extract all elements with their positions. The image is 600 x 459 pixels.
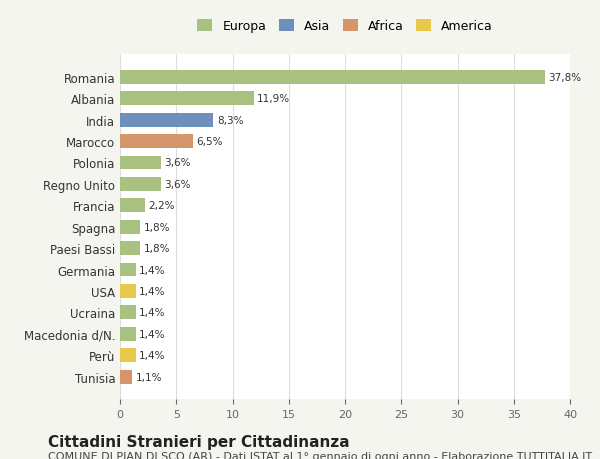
Text: 1,1%: 1,1% — [136, 372, 162, 382]
Text: COMUNE DI PIAN DI SCO (AR) - Dati ISTAT al 1° gennaio di ogni anno - Elaborazion: COMUNE DI PIAN DI SCO (AR) - Dati ISTAT … — [48, 451, 592, 459]
Bar — [120, 113, 214, 127]
Text: 37,8%: 37,8% — [548, 73, 582, 83]
Bar — [120, 156, 161, 170]
Text: Cittadini Stranieri per Cittadinanza: Cittadini Stranieri per Cittadinanza — [48, 434, 350, 449]
Bar — [120, 92, 254, 106]
Text: 3,6%: 3,6% — [164, 158, 190, 168]
Bar — [120, 241, 140, 256]
Legend: Europa, Asia, Africa, America: Europa, Asia, Africa, America — [194, 17, 496, 37]
Text: 2,2%: 2,2% — [148, 201, 175, 211]
Bar — [120, 71, 545, 84]
Bar — [120, 370, 133, 384]
Bar — [120, 178, 161, 191]
Text: 8,3%: 8,3% — [217, 115, 243, 125]
Text: 1,4%: 1,4% — [139, 265, 166, 275]
Text: 1,4%: 1,4% — [139, 329, 166, 339]
Bar — [120, 348, 136, 362]
Text: 1,4%: 1,4% — [139, 350, 166, 360]
Text: 6,5%: 6,5% — [197, 137, 223, 147]
Bar — [120, 220, 140, 234]
Text: 1,8%: 1,8% — [143, 222, 170, 232]
Bar — [120, 199, 145, 213]
Bar — [120, 135, 193, 149]
Bar — [120, 306, 136, 319]
Bar — [120, 284, 136, 298]
Text: 3,6%: 3,6% — [164, 179, 190, 190]
Text: 1,8%: 1,8% — [143, 244, 170, 253]
Text: 1,4%: 1,4% — [139, 308, 166, 318]
Text: 11,9%: 11,9% — [257, 94, 290, 104]
Text: 1,4%: 1,4% — [139, 286, 166, 296]
Bar — [120, 327, 136, 341]
Bar — [120, 263, 136, 277]
